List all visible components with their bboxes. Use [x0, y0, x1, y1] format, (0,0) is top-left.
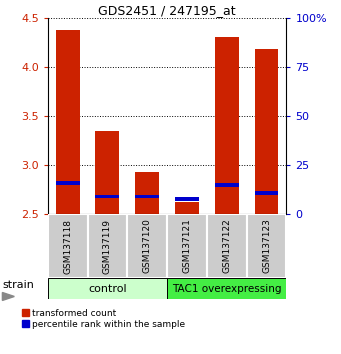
- Bar: [95, 194, 119, 199]
- Bar: [167, 278, 286, 299]
- Bar: [56, 30, 79, 214]
- Bar: [255, 190, 279, 194]
- Bar: [215, 183, 239, 187]
- Text: GSM137119: GSM137119: [103, 218, 112, 274]
- Bar: [207, 214, 247, 278]
- Bar: [135, 172, 159, 214]
- Text: GSM137120: GSM137120: [143, 218, 152, 274]
- Polygon shape: [2, 292, 14, 301]
- Text: GSM137122: GSM137122: [222, 219, 231, 273]
- Text: GSM137123: GSM137123: [262, 218, 271, 274]
- Bar: [215, 37, 239, 214]
- Bar: [95, 131, 119, 214]
- Text: GSM137121: GSM137121: [182, 218, 192, 274]
- Text: TAC1 overexpressing: TAC1 overexpressing: [172, 284, 282, 293]
- Bar: [135, 194, 159, 199]
- Bar: [48, 278, 167, 299]
- Text: control: control: [88, 284, 127, 293]
- Bar: [88, 214, 127, 278]
- Text: strain: strain: [2, 280, 34, 290]
- Legend: transformed count, percentile rank within the sample: transformed count, percentile rank withi…: [21, 309, 186, 329]
- Bar: [175, 198, 199, 201]
- Text: GSM137118: GSM137118: [63, 218, 72, 274]
- Bar: [127, 214, 167, 278]
- Bar: [175, 202, 199, 214]
- Bar: [56, 181, 79, 185]
- Bar: [247, 214, 286, 278]
- Title: GDS2451 / 247195_at: GDS2451 / 247195_at: [98, 4, 236, 17]
- Bar: [255, 49, 279, 214]
- Bar: [48, 214, 88, 278]
- Bar: [167, 214, 207, 278]
